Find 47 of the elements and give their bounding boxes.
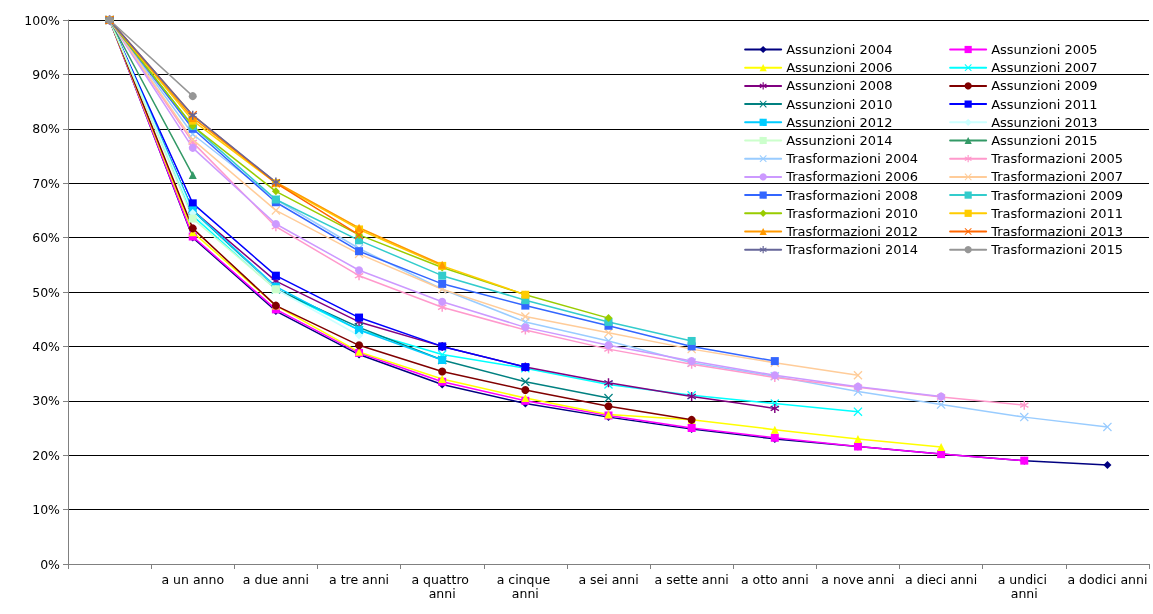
legend-label: Assunzioni 2012 bbox=[786, 114, 893, 130]
x-tick-label: a due anni bbox=[242, 571, 309, 587]
legend-label: Trasformazioni 2005 bbox=[990, 151, 1124, 167]
x-tick-label: a sei anni bbox=[578, 571, 639, 587]
legend-label: Trasformazioni 2006 bbox=[785, 169, 919, 185]
y-tick-label: 100% bbox=[24, 12, 61, 28]
legend-label: Assunzioni 2011 bbox=[991, 96, 1098, 112]
y-tick-label: 60% bbox=[32, 230, 61, 246]
legend-label: Trasformazioni 2014 bbox=[785, 242, 919, 258]
legend-label: Assunzioni 2005 bbox=[991, 42, 1098, 57]
legend-label: Assunzioni 2009 bbox=[991, 78, 1098, 94]
x-tick-label: a un anno bbox=[161, 571, 225, 587]
legend-label: Trasformazioni 2004 bbox=[785, 151, 919, 167]
legend-label: Assunzioni 2015 bbox=[991, 133, 1098, 148]
x-tick-label: a quattro anni bbox=[411, 571, 473, 601]
legend-label: Assunzioni 2006 bbox=[786, 60, 893, 76]
y-tick-label: 70% bbox=[32, 175, 61, 191]
x-tick-label: a otto anni bbox=[740, 571, 809, 587]
legend-label: Assunzioni 2007 bbox=[991, 60, 1098, 76]
legend-label: Trasformazioni 2011 bbox=[990, 205, 1124, 221]
y-tick-label: 40% bbox=[32, 338, 61, 354]
legend-label: Assunzioni 2010 bbox=[786, 96, 893, 112]
legend-label: Trasformazioni 2007 bbox=[990, 169, 1124, 185]
y-tick-label: 10% bbox=[32, 502, 61, 518]
y-tick-label: 80% bbox=[32, 121, 61, 137]
legend-label: Trasformazioni 2010 bbox=[785, 205, 919, 221]
legend-label: Trasformazioni 2015 bbox=[990, 242, 1124, 258]
legend-label: Assunzioni 2004 bbox=[786, 42, 893, 57]
legend-label: Trasformazioni 2008 bbox=[785, 187, 919, 203]
y-tick-label: 30% bbox=[32, 393, 61, 409]
y-tick-label: 50% bbox=[32, 284, 61, 300]
legend-label: Trasformazioni 2013 bbox=[990, 224, 1124, 239]
y-tick-label: 20% bbox=[32, 447, 61, 463]
legend-label: Assunzioni 2008 bbox=[786, 78, 893, 94]
x-tick-label: a undici anni bbox=[997, 571, 1051, 601]
x-tick-label: a cinque anni bbox=[496, 571, 555, 601]
x-tick-label: a tre anni bbox=[329, 571, 390, 587]
x-tick-label: a sette anni bbox=[654, 571, 729, 587]
x-tick-label: a dieci anni bbox=[905, 571, 978, 587]
legend-label: Trasformazioni 2012 bbox=[785, 224, 919, 239]
y-tick-label: 90% bbox=[32, 66, 61, 82]
y-tick-label: 0% bbox=[40, 556, 61, 572]
legend-label: Assunzioni 2013 bbox=[991, 114, 1098, 130]
legend-label: Trasformazioni 2009 bbox=[990, 187, 1124, 203]
x-tick-label: a nove anni bbox=[821, 571, 895, 587]
x-tick-label: a dodici anni bbox=[1067, 571, 1148, 587]
legend-label: Assunzioni 2014 bbox=[786, 133, 893, 148]
